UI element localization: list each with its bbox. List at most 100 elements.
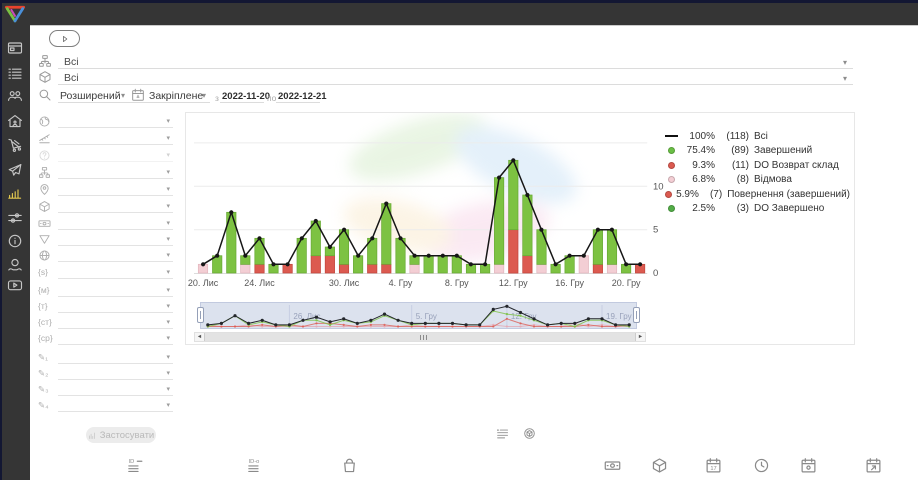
filter-utm-content-select[interactable]: ▾ xyxy=(58,316,173,329)
date-from-input[interactable]: 2022-11-20 xyxy=(222,91,271,102)
sidebar-item-campaigns[interactable] xyxy=(7,162,23,178)
filter-custom-field-3-select[interactable]: ▾ xyxy=(58,383,173,396)
sidebar-item-analytics[interactable] xyxy=(7,185,23,201)
search-mode-underline xyxy=(58,102,129,103)
product-filter-select[interactable] xyxy=(58,84,853,85)
column-created[interactable] xyxy=(800,457,817,474)
filter-product-select[interactable]: ▾ xyxy=(58,200,173,213)
left-accent-strip xyxy=(0,0,2,480)
idlineso-icon: ID-o xyxy=(248,459,260,473)
scrollbar-thumb[interactable] xyxy=(204,333,636,341)
date-to-input[interactable]: 2022-12-21 xyxy=(278,91,327,102)
scroll-right-arrow-icon[interactable]: ► xyxy=(637,334,644,340)
orders-chart-card: 20. Лис 24. Лис 30. Лис 4. Гру 8. Гру 12. Гру… xyxy=(185,112,855,345)
tree-icon xyxy=(38,166,51,178)
filter-unknown-select[interactable]: ▾ xyxy=(58,149,173,162)
column-date[interactable]: 17 xyxy=(705,457,722,474)
funnel-icon xyxy=(39,235,50,244)
period-mode-select[interactable]: Закріплене xyxy=(149,90,204,102)
chart-range-navigator[interactable]: 26. Лис 5. Гру 12. Гру 19. Гру xyxy=(197,302,640,329)
sidebar-item-settings[interactable] xyxy=(7,210,23,226)
filter-source-site-select[interactable]: ▾ xyxy=(58,115,173,128)
sidebar-item-clients[interactable] xyxy=(7,88,23,104)
filter-category-select[interactable]: ▾ xyxy=(58,166,173,179)
legend-item-5[interactable]: 2.5% (3) DO Завершено xyxy=(664,202,850,217)
chevron-down-icon: ▾ xyxy=(166,220,170,227)
filter-status-group-select[interactable]: ▾ xyxy=(58,132,173,145)
chevron-down-icon: ▾ xyxy=(166,152,170,159)
filter-payment-select[interactable]: ▾ xyxy=(58,217,173,230)
filter-utm-medium-select[interactable]: ▾ xyxy=(58,284,173,297)
column-time[interactable] xyxy=(753,457,770,474)
app-logo[interactable] xyxy=(4,4,26,24)
legend-item-1[interactable]: 75.4% (89) Завершений xyxy=(664,144,850,159)
cube-icon xyxy=(38,200,51,213)
navigator-left-handle[interactable] xyxy=(197,307,204,323)
filter-funnel-select[interactable]: ▾ xyxy=(58,233,173,246)
apply-filters-button[interactable]: Застосувати xyxy=(86,427,156,443)
scroll-left-arrow-icon[interactable]: ◄ xyxy=(196,334,203,340)
sidebar-item-orders[interactable] xyxy=(7,65,23,81)
svg-text:ID-o: ID-o xyxy=(249,459,260,465)
question-icon xyxy=(38,149,51,162)
sidebar-item-partners[interactable] xyxy=(7,257,23,273)
chevron-down-icon: ▾ xyxy=(166,335,170,342)
video-icon xyxy=(7,280,23,291)
filter-region-select[interactable]: ▾ xyxy=(58,249,173,262)
filter-utm-source-select[interactable]: ▾ xyxy=(58,266,173,279)
navigator-mini-chart: 26. Лис 5. Гру 12. Гру 19. Гру xyxy=(206,304,632,328)
sidebar-item-info[interactable] xyxy=(7,233,23,249)
question-icon xyxy=(39,150,50,161)
date-to-underline xyxy=(276,102,320,103)
filter-custom-field-4-select[interactable]: ▾ xyxy=(58,399,173,412)
filter-utm-medium: {м} ▾ xyxy=(38,284,173,297)
product-filter-value[interactable]: Всі xyxy=(64,72,79,84)
sort-id[interactable]: ID xyxy=(128,457,145,474)
topbar xyxy=(0,3,918,26)
sidebar-item-video-tutorials[interactable] xyxy=(7,277,23,293)
svg-text:19. Гру: 19. Гру xyxy=(606,312,632,321)
filter-product: ▾ xyxy=(38,200,173,213)
banknote-icon xyxy=(604,461,621,470)
video-tour-button[interactable] xyxy=(49,30,80,47)
sort-id-o[interactable]: ID-o xyxy=(248,457,265,474)
filter-custom-field-2-select[interactable]: ▾ xyxy=(58,367,173,380)
svg-text:12. Гру: 12. Гру xyxy=(499,278,528,288)
pin-icon xyxy=(40,184,49,195)
legend-item-4[interactable]: 5.9% (7) Повернення (завершений) xyxy=(664,187,850,202)
legend-item-0[interactable]: 100% (118) Всі xyxy=(664,129,850,144)
filter-manager-select[interactable]: ▾ xyxy=(58,183,173,196)
chart-scrollbar[interactable]: ◄ ► xyxy=(194,332,646,342)
bag-icon xyxy=(344,458,355,473)
legend-item-2[interactable]: 9.3% (11) DO Возврат склад xyxy=(664,158,850,173)
sidebar-item-pages[interactable] xyxy=(7,40,23,56)
product-view-button[interactable] xyxy=(523,427,536,440)
search-mode-select[interactable]: Розширений xyxy=(60,90,121,102)
legend-item-3[interactable]: 6.8% (8) Відмова xyxy=(664,173,850,188)
sidebar-item-delivery[interactable] xyxy=(7,137,23,153)
navigator-right-handle[interactable] xyxy=(633,307,640,323)
svg-text:24. Лис: 24. Лис xyxy=(244,278,275,288)
filter-utm-term-select[interactable]: ▾ xyxy=(58,300,173,313)
filter-utm-campaign-select[interactable]: ▾ xyxy=(58,332,173,345)
column-payment[interactable] xyxy=(604,457,621,474)
plane-icon xyxy=(8,164,22,176)
sidebar-item-warehouse[interactable] xyxy=(7,113,23,129)
column-updated[interactable] xyxy=(865,457,882,474)
panel-icon xyxy=(7,42,23,54)
column-product[interactable] xyxy=(651,457,668,474)
filter-custom-field-1-select[interactable]: ▾ xyxy=(58,351,173,364)
minichart-icon xyxy=(88,432,95,439)
list-view-button[interactable] xyxy=(496,427,509,440)
chevron-down-icon: ▾ xyxy=(202,91,207,100)
sitemap-icon xyxy=(38,54,52,68)
vcube-icon xyxy=(524,428,535,439)
source-filter-value[interactable]: Всі xyxy=(64,56,79,68)
source-filter-select[interactable] xyxy=(58,68,853,69)
chevron-down-icon: ▾ xyxy=(843,58,848,67)
svg-text:0: 0 xyxy=(653,268,658,279)
column-bag[interactable] xyxy=(341,457,358,474)
chevron-down-icon: ▾ xyxy=(166,135,170,142)
filter-utm-source: {s} ▾ xyxy=(38,266,173,279)
